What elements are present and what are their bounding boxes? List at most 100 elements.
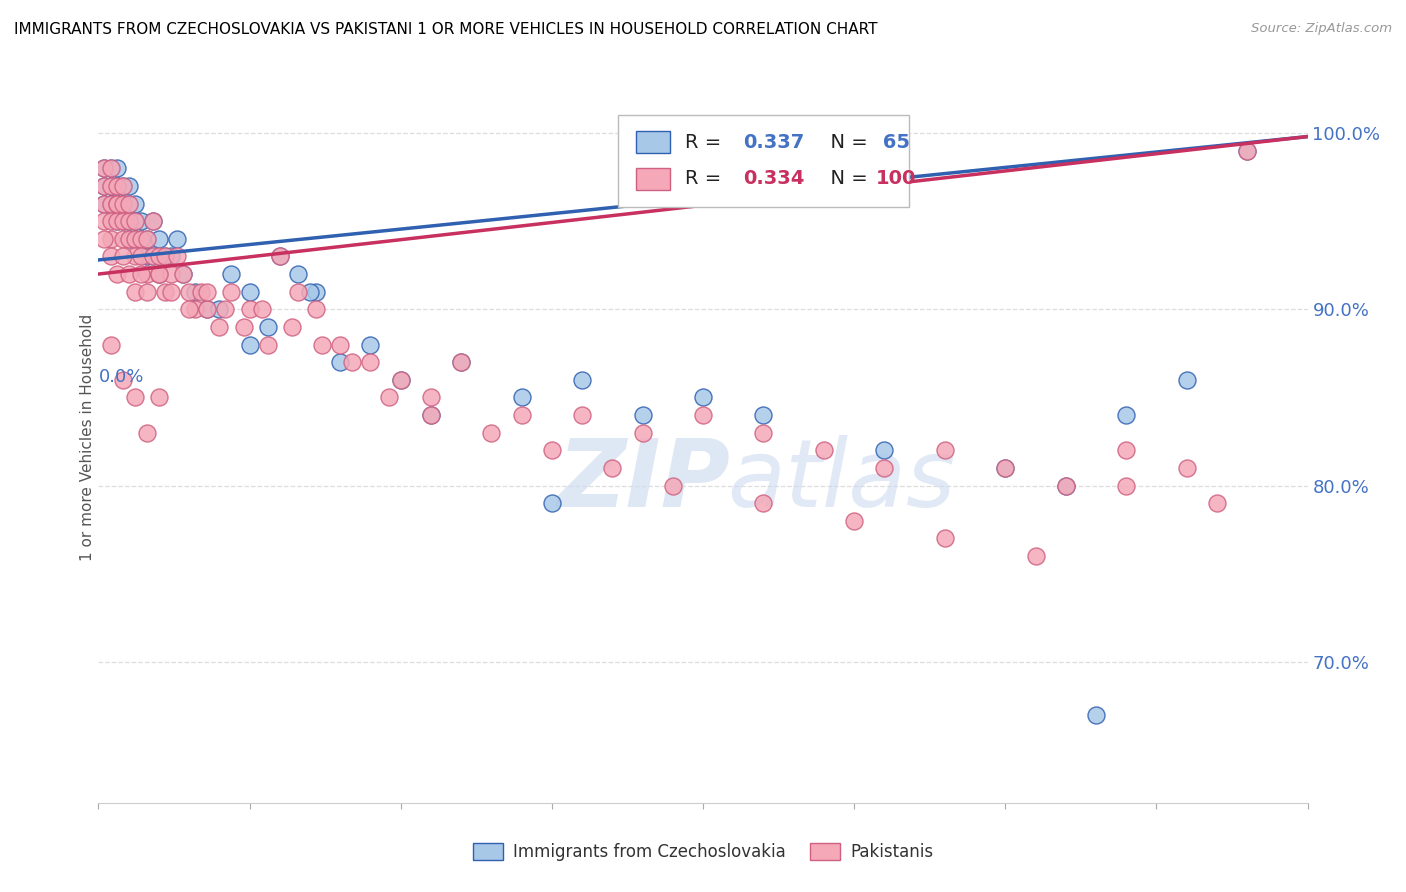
Point xyxy=(221,267,243,281)
Text: R =: R = xyxy=(685,133,727,152)
Point xyxy=(135,267,157,281)
Point xyxy=(287,267,309,281)
Point xyxy=(239,337,262,351)
Point xyxy=(329,355,352,369)
Point xyxy=(100,337,122,351)
Point xyxy=(111,232,134,246)
Point xyxy=(129,232,152,246)
Point xyxy=(124,285,146,299)
Point xyxy=(100,249,122,263)
Point xyxy=(142,214,165,228)
Point xyxy=(124,214,146,228)
Point xyxy=(1236,144,1258,158)
Point xyxy=(1236,144,1258,158)
Point xyxy=(305,302,328,317)
Point xyxy=(692,408,714,422)
Point xyxy=(124,249,146,263)
Point xyxy=(93,178,115,193)
Point xyxy=(329,337,352,351)
Point xyxy=(111,249,134,263)
Text: N =: N = xyxy=(818,133,875,152)
Point xyxy=(100,178,122,193)
Point xyxy=(420,391,443,405)
Point xyxy=(377,391,399,405)
Text: 0.337: 0.337 xyxy=(742,133,804,152)
Point xyxy=(118,214,141,228)
Point xyxy=(100,196,122,211)
Point xyxy=(994,461,1017,475)
Point xyxy=(844,514,866,528)
Point xyxy=(184,285,207,299)
Point xyxy=(105,196,128,211)
Point xyxy=(105,178,128,193)
Point xyxy=(100,161,122,176)
Point xyxy=(752,496,775,510)
Point xyxy=(118,267,141,281)
Point xyxy=(481,425,503,440)
Point xyxy=(148,249,170,263)
Point xyxy=(281,320,304,334)
Point xyxy=(118,178,141,193)
Point xyxy=(135,232,157,246)
Point xyxy=(172,267,194,281)
Point xyxy=(342,355,364,369)
Point xyxy=(124,232,146,246)
Point xyxy=(105,178,128,193)
Point xyxy=(450,355,472,369)
Point xyxy=(105,196,128,211)
Point xyxy=(195,285,218,299)
Point xyxy=(1054,478,1077,492)
Point xyxy=(100,196,122,211)
Point xyxy=(142,249,165,263)
Point xyxy=(148,232,170,246)
Text: atlas: atlas xyxy=(727,435,956,526)
Point xyxy=(105,214,128,228)
Point xyxy=(269,249,291,263)
Point xyxy=(118,196,141,211)
Point xyxy=(166,232,188,246)
Point xyxy=(105,267,128,281)
Point xyxy=(153,285,176,299)
Point xyxy=(934,443,956,458)
Point xyxy=(299,285,322,299)
Point xyxy=(184,302,207,317)
Point xyxy=(994,461,1017,475)
Point xyxy=(129,249,152,263)
Point xyxy=(195,302,218,317)
Point xyxy=(256,337,278,351)
Legend: Immigrants from Czechoslovakia, Pakistanis: Immigrants from Czechoslovakia, Pakistan… xyxy=(465,836,941,868)
Point xyxy=(195,302,218,317)
Point xyxy=(93,196,115,211)
Point xyxy=(148,391,170,405)
Point xyxy=(1115,408,1137,422)
Text: 100: 100 xyxy=(876,169,917,188)
Point xyxy=(540,443,562,458)
Point xyxy=(873,443,896,458)
Point xyxy=(118,214,141,228)
Point xyxy=(510,391,533,405)
Point xyxy=(93,214,115,228)
Point xyxy=(111,214,134,228)
Point xyxy=(111,214,134,228)
Text: Source: ZipAtlas.com: Source: ZipAtlas.com xyxy=(1251,22,1392,36)
Point xyxy=(124,214,146,228)
Point xyxy=(111,196,134,211)
Point xyxy=(360,337,382,351)
Point xyxy=(269,249,291,263)
Point xyxy=(105,214,128,228)
Point xyxy=(93,178,115,193)
Text: R =: R = xyxy=(685,169,727,188)
Point xyxy=(179,302,201,317)
Point xyxy=(232,320,254,334)
Point xyxy=(142,214,165,228)
Y-axis label: 1 or more Vehicles in Household: 1 or more Vehicles in Household xyxy=(80,313,94,561)
Point xyxy=(111,196,134,211)
Point xyxy=(135,232,157,246)
Point xyxy=(172,267,194,281)
Point xyxy=(214,302,236,317)
Point xyxy=(1024,549,1046,563)
Point xyxy=(160,285,183,299)
Point xyxy=(160,249,183,263)
Point xyxy=(93,232,115,246)
Point xyxy=(305,285,328,299)
